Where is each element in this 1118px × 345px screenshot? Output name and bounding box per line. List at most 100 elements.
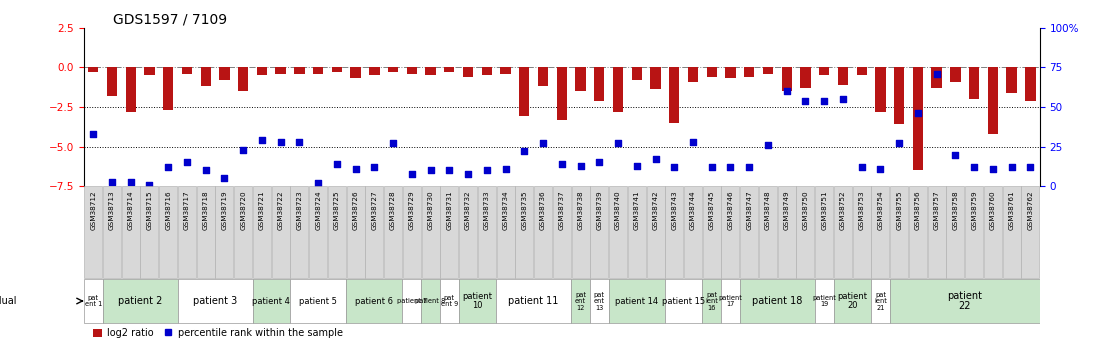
Text: GSM38748: GSM38748 bbox=[765, 191, 771, 230]
Text: GSM38734: GSM38734 bbox=[503, 191, 509, 230]
Text: patient 2: patient 2 bbox=[117, 296, 162, 306]
FancyBboxPatch shape bbox=[440, 186, 458, 278]
FancyBboxPatch shape bbox=[759, 186, 777, 278]
FancyBboxPatch shape bbox=[646, 186, 664, 278]
FancyBboxPatch shape bbox=[665, 279, 702, 323]
Bar bbox=[350, 67, 361, 78]
Text: pat
ent
12: pat ent 12 bbox=[575, 292, 586, 310]
Text: pat
ent
13: pat ent 13 bbox=[594, 292, 605, 310]
Bar bbox=[200, 67, 211, 86]
Text: GSM38713: GSM38713 bbox=[108, 191, 115, 230]
FancyBboxPatch shape bbox=[197, 186, 215, 278]
FancyBboxPatch shape bbox=[1003, 186, 1021, 278]
FancyBboxPatch shape bbox=[216, 186, 234, 278]
Text: GSM38722: GSM38722 bbox=[277, 191, 284, 230]
Text: GSM38733: GSM38733 bbox=[484, 191, 490, 230]
Point bbox=[984, 166, 1002, 171]
FancyBboxPatch shape bbox=[534, 186, 552, 278]
FancyBboxPatch shape bbox=[890, 186, 908, 278]
Point bbox=[1022, 165, 1040, 170]
FancyBboxPatch shape bbox=[834, 186, 852, 278]
FancyBboxPatch shape bbox=[347, 279, 402, 323]
FancyBboxPatch shape bbox=[122, 186, 140, 278]
Point bbox=[253, 138, 271, 143]
Point bbox=[965, 165, 983, 170]
Bar bbox=[669, 67, 680, 123]
Point bbox=[646, 157, 664, 162]
Point bbox=[216, 176, 234, 181]
Text: GSM38726: GSM38726 bbox=[352, 191, 359, 230]
Legend: log2 ratio, percentile rank within the sample: log2 ratio, percentile rank within the s… bbox=[88, 324, 347, 342]
FancyBboxPatch shape bbox=[834, 279, 871, 323]
Text: patient 5: patient 5 bbox=[300, 296, 337, 306]
Text: GSM38762: GSM38762 bbox=[1027, 191, 1033, 230]
Bar bbox=[107, 67, 117, 96]
Text: patient 7: patient 7 bbox=[397, 298, 427, 304]
FancyBboxPatch shape bbox=[178, 186, 196, 278]
Point bbox=[459, 171, 477, 176]
FancyBboxPatch shape bbox=[684, 186, 702, 278]
Point bbox=[684, 139, 702, 145]
FancyBboxPatch shape bbox=[721, 279, 740, 323]
Text: GDS1597 / 7109: GDS1597 / 7109 bbox=[113, 12, 227, 27]
FancyBboxPatch shape bbox=[628, 186, 646, 278]
Point bbox=[740, 165, 758, 170]
FancyBboxPatch shape bbox=[871, 279, 890, 323]
Bar bbox=[745, 67, 755, 77]
FancyBboxPatch shape bbox=[84, 279, 103, 323]
Text: GSM38716: GSM38716 bbox=[165, 191, 171, 230]
Point bbox=[122, 179, 140, 184]
FancyBboxPatch shape bbox=[947, 186, 965, 278]
Bar bbox=[837, 67, 849, 85]
Text: patient 14: patient 14 bbox=[615, 296, 659, 306]
Point bbox=[84, 131, 102, 137]
FancyBboxPatch shape bbox=[796, 186, 814, 278]
Point bbox=[291, 139, 309, 145]
Bar bbox=[800, 67, 811, 88]
Text: GSM38741: GSM38741 bbox=[634, 191, 639, 230]
Point bbox=[872, 166, 890, 171]
Text: patient 6: patient 6 bbox=[356, 296, 394, 306]
Point bbox=[778, 88, 796, 94]
Text: GSM38742: GSM38742 bbox=[653, 191, 659, 230]
Point bbox=[928, 71, 946, 76]
Bar bbox=[632, 67, 642, 80]
Bar bbox=[594, 67, 605, 101]
Bar bbox=[182, 67, 192, 73]
Text: GSM38735: GSM38735 bbox=[521, 191, 528, 230]
FancyBboxPatch shape bbox=[721, 186, 739, 278]
Text: GSM38750: GSM38750 bbox=[803, 191, 808, 230]
Bar bbox=[332, 67, 342, 72]
Point bbox=[496, 166, 514, 171]
Bar bbox=[144, 67, 154, 75]
Text: GSM38751: GSM38751 bbox=[822, 191, 827, 230]
Text: GSM38712: GSM38712 bbox=[91, 191, 96, 230]
Text: GSM38728: GSM38728 bbox=[390, 191, 396, 230]
Point bbox=[759, 142, 777, 148]
Bar bbox=[894, 67, 904, 125]
FancyBboxPatch shape bbox=[778, 186, 796, 278]
Text: GSM38755: GSM38755 bbox=[897, 191, 902, 230]
Text: GSM38745: GSM38745 bbox=[709, 191, 714, 230]
Bar bbox=[875, 67, 885, 112]
Point bbox=[609, 141, 627, 146]
Text: patient 11: patient 11 bbox=[509, 296, 559, 306]
FancyBboxPatch shape bbox=[815, 279, 834, 323]
FancyBboxPatch shape bbox=[234, 186, 253, 278]
Bar bbox=[781, 67, 792, 91]
FancyBboxPatch shape bbox=[253, 186, 271, 278]
Point bbox=[571, 163, 589, 168]
FancyBboxPatch shape bbox=[890, 279, 1040, 323]
FancyBboxPatch shape bbox=[477, 186, 495, 278]
Text: GSM38749: GSM38749 bbox=[784, 191, 789, 230]
Bar bbox=[125, 67, 136, 112]
Point bbox=[721, 165, 739, 170]
Point bbox=[628, 163, 646, 168]
Point bbox=[235, 147, 253, 152]
Text: GSM38752: GSM38752 bbox=[840, 191, 846, 230]
Text: pat
ient
16: pat ient 16 bbox=[705, 292, 718, 310]
Point bbox=[310, 180, 328, 186]
FancyBboxPatch shape bbox=[984, 186, 1002, 278]
Text: GSM38759: GSM38759 bbox=[972, 191, 977, 230]
FancyBboxPatch shape bbox=[1022, 186, 1040, 278]
